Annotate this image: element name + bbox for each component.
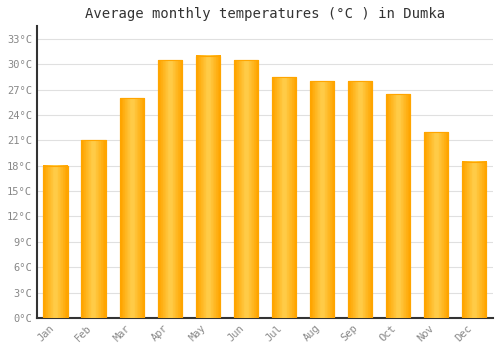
Bar <box>158 60 182 318</box>
Bar <box>310 81 334 318</box>
Bar <box>348 81 372 318</box>
Title: Average monthly temperatures (°C ) in Dumka: Average monthly temperatures (°C ) in Du… <box>85 7 445 21</box>
Bar <box>196 56 220 318</box>
Bar <box>272 77 296 318</box>
Bar <box>234 60 258 318</box>
Bar <box>82 140 106 318</box>
Bar <box>462 161 486 318</box>
Bar <box>44 166 68 318</box>
Bar <box>424 132 448 318</box>
Bar <box>386 94 410 318</box>
Bar <box>120 98 144 318</box>
